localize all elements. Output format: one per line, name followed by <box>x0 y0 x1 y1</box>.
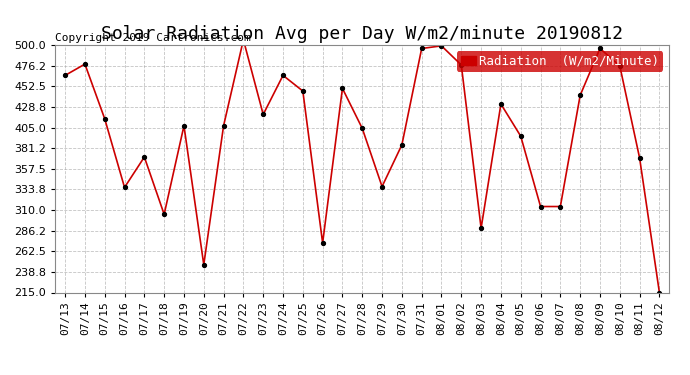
Text: Copyright 2019 Cartronics.com: Copyright 2019 Cartronics.com <box>55 33 251 42</box>
Legend: Radiation  (W/m2/Minute): Radiation (W/m2/Minute) <box>457 51 663 72</box>
Title: Solar Radiation Avg per Day W/m2/minute 20190812: Solar Radiation Avg per Day W/m2/minute … <box>101 26 623 44</box>
